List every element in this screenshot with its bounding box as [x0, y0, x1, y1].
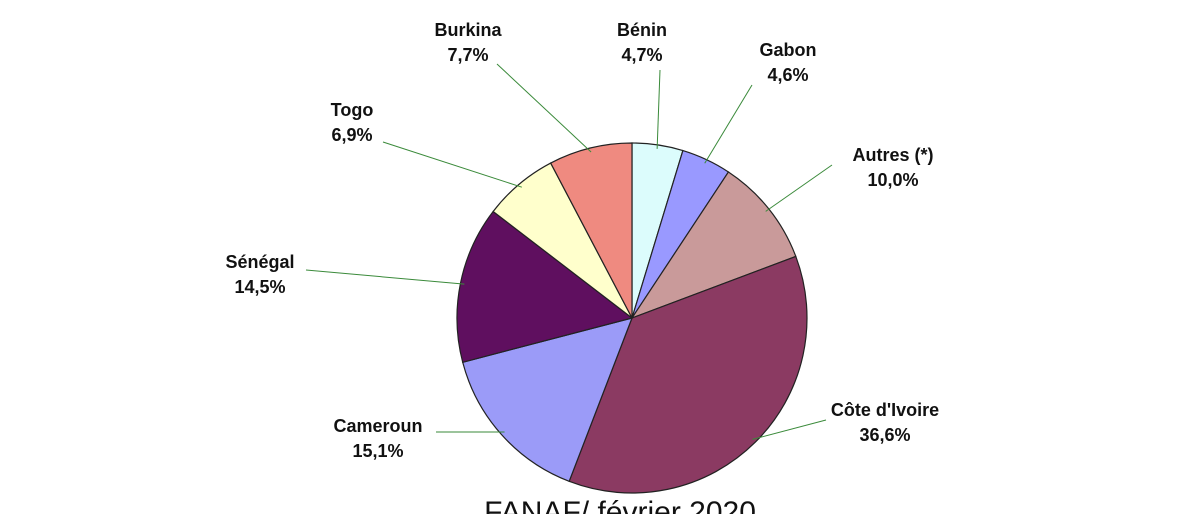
leader-line: [656, 69, 661, 149]
slice-label: Cameroun: [333, 416, 422, 436]
source: FANAF/ février 2020: [484, 496, 756, 514]
slice-label: Bénin: [617, 20, 667, 40]
slice-label: Autres (*): [852, 145, 933, 165]
pie-slice: [549, 142, 633, 319]
slice-label: Burkina: [434, 20, 502, 40]
value-label: 15,1%: [352, 441, 403, 461]
value-label: 6,9%: [331, 125, 372, 145]
leader-line: [704, 84, 753, 164]
value-label: 14,5%: [234, 277, 285, 297]
leader-line: [382, 141, 523, 188]
pie-slice: [461, 317, 633, 483]
value-label: 4,6%: [767, 65, 808, 85]
value-label: 7,7%: [447, 45, 488, 65]
slice-label: Togo: [331, 100, 374, 120]
slice-label: Côte d'Ivoire: [831, 400, 939, 420]
value-label: 4,7%: [621, 45, 662, 65]
value-label: 10,0%: [867, 170, 918, 190]
leader-line: [305, 269, 465, 285]
leader-line: [496, 63, 592, 153]
leader-line: [752, 419, 827, 440]
value-label: 36,6%: [859, 425, 910, 445]
pie-slice: [568, 255, 808, 494]
slice-label: Sénégal: [225, 252, 294, 272]
leader-line: [765, 164, 833, 212]
slice-label: Gabon: [760, 40, 817, 60]
